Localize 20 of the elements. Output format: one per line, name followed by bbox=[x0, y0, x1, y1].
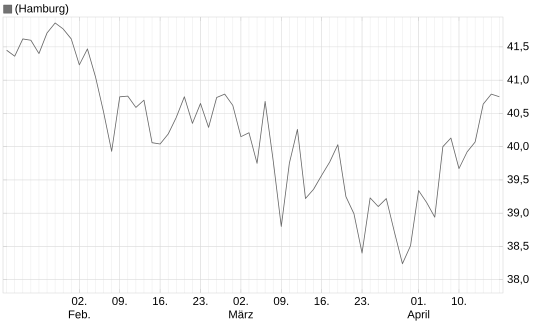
legend-label: (Hamburg) bbox=[15, 4, 68, 15]
x-tick-label: 02. März bbox=[229, 297, 253, 318]
y-tick-label: 41,0 bbox=[507, 76, 529, 85]
x-tick-label: 16. bbox=[153, 297, 167, 306]
y-tick-label: 40,5 bbox=[507, 108, 529, 118]
y-tick-label: 39,5 bbox=[507, 175, 529, 185]
y-tick-label: 41,5 bbox=[507, 42, 529, 52]
y-tick-label: 38,5 bbox=[507, 242, 529, 252]
x-tick-label: 02. Feb. bbox=[68, 297, 90, 318]
x-tick-label: 09. bbox=[112, 297, 127, 306]
x-tick-label: 16. bbox=[314, 297, 328, 306]
x-tick-label: 23. bbox=[354, 297, 369, 306]
x-tick-label: 10. bbox=[452, 297, 466, 306]
y-tick-label: 39,0 bbox=[507, 208, 529, 218]
line-series bbox=[6, 22, 500, 264]
x-tick-label: 01. April bbox=[407, 297, 430, 321]
x-tick-label: 09. bbox=[274, 297, 288, 306]
y-tick-label: 40,0 bbox=[507, 142, 529, 152]
x-tick-label: 23. bbox=[193, 297, 208, 306]
y-tick-label: 38,0 bbox=[507, 275, 529, 284]
